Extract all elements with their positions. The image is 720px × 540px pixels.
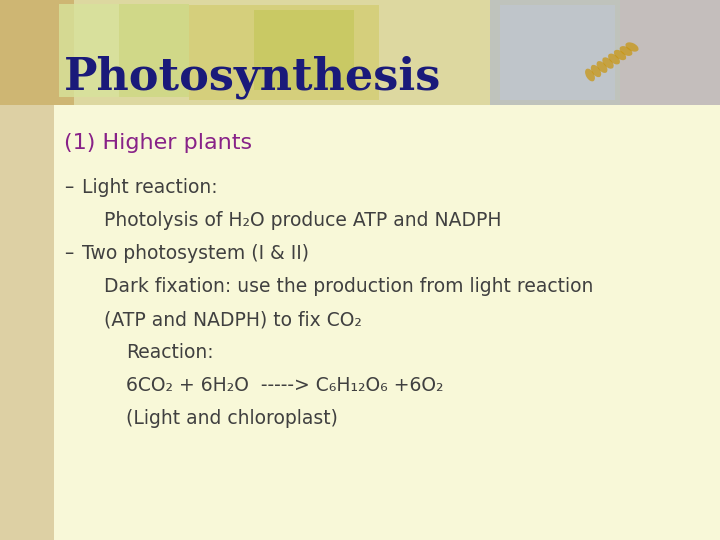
Ellipse shape <box>603 57 613 69</box>
Ellipse shape <box>620 46 632 56</box>
Bar <box>189 5 379 100</box>
Text: Reaction:: Reaction: <box>126 343 214 362</box>
Text: Photolysis of H₂O produce ATP and NADPH: Photolysis of H₂O produce ATP and NADPH <box>104 211 502 230</box>
Ellipse shape <box>608 53 620 64</box>
Bar <box>0 105 54 540</box>
Text: Light reaction:: Light reaction: <box>82 178 217 197</box>
Text: 6CO₂ + 6H₂O  -----> C₆H₁₂O₆ +6O₂: 6CO₂ + 6H₂O -----> C₆H₁₂O₆ +6O₂ <box>126 376 444 395</box>
Ellipse shape <box>597 61 608 73</box>
Ellipse shape <box>585 69 595 82</box>
Text: –: – <box>64 244 73 263</box>
Ellipse shape <box>614 50 626 60</box>
Text: (ATP and NADPH) to fix CO₂: (ATP and NADPH) to fix CO₂ <box>104 310 362 329</box>
Bar <box>0 0 74 105</box>
Text: –: – <box>64 178 73 197</box>
Text: Two photosystem (I & II): Two photosystem (I & II) <box>82 244 309 263</box>
Ellipse shape <box>626 42 639 52</box>
Text: (Light and chloroplast): (Light and chloroplast) <box>126 409 338 428</box>
Bar <box>59 4 189 97</box>
Ellipse shape <box>591 65 601 77</box>
Bar <box>500 5 615 100</box>
Text: (1) Higher plants: (1) Higher plants <box>64 133 252 153</box>
Bar <box>59 4 119 97</box>
Bar <box>490 0 620 105</box>
Bar <box>0 0 720 105</box>
Bar <box>254 10 354 90</box>
Text: Photosynthesis: Photosynthesis <box>64 55 441 99</box>
Bar <box>620 0 720 105</box>
Text: Dark fixation: use the production from light reaction: Dark fixation: use the production from l… <box>104 277 593 296</box>
